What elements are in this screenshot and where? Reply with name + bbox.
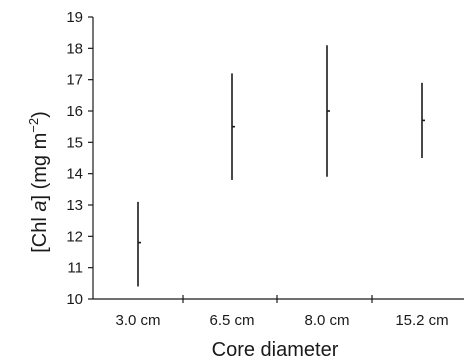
- y-tick-label: 10: [66, 291, 83, 308]
- y-tick-label: 19: [66, 9, 83, 26]
- y-tick-label: 14: [66, 166, 83, 183]
- x-tick-label: 15.2 cm: [395, 312, 448, 329]
- y-axis-title: [Chl a] (mg m−2): [26, 111, 51, 253]
- y-axis: 10 11 12 13 14 15 16 17 18 19: [66, 9, 93, 308]
- x-tick-label: 6.5 cm: [209, 312, 254, 329]
- y-axis-title-open: [Chl: [29, 212, 51, 253]
- y-axis-title-close: ): [29, 111, 51, 118]
- y-tick-label: 13: [66, 197, 83, 214]
- y-tick-label: 17: [66, 72, 83, 89]
- x-tick-label: 8.0 cm: [304, 312, 349, 329]
- y-tick-label: 18: [66, 40, 83, 57]
- y-tick-label: 15: [66, 134, 83, 151]
- y-axis-title-unit: ] (mg m: [29, 133, 51, 201]
- x-axis-title: Core diameter: [212, 339, 339, 361]
- y-axis-title-exponent: −2: [26, 118, 41, 133]
- y-axis-title-variable: a: [29, 201, 51, 212]
- error-bar-series: [138, 45, 425, 286]
- x-tick-label: 3.0 cm: [115, 312, 160, 329]
- y-tick-label: 12: [66, 228, 83, 245]
- y-tick-label: 16: [66, 103, 83, 120]
- x-axis: 3.0 cm 6.5 cm 8.0 cm 15.2 cm: [93, 295, 464, 329]
- y-tick-label: 11: [67, 260, 83, 277]
